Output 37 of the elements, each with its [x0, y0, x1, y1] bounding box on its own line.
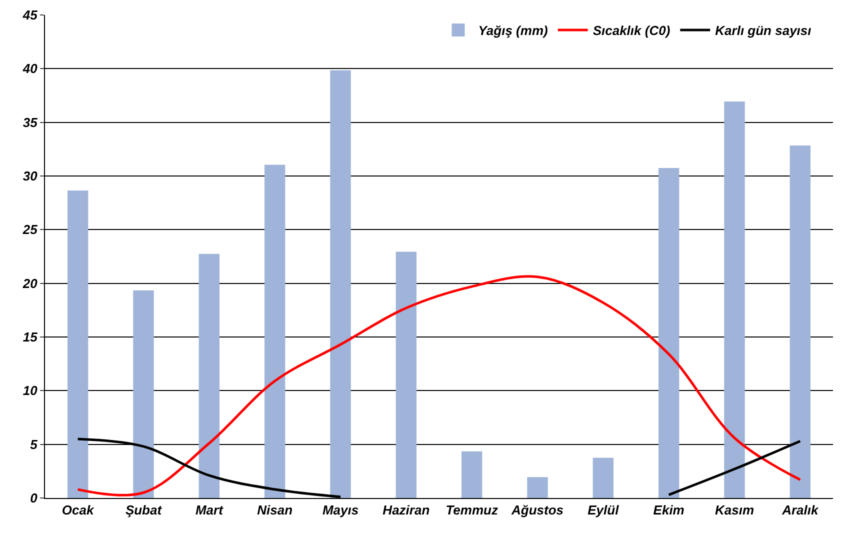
x-tick-label: Ekim — [653, 502, 685, 518]
x-tick-label: Ocak — [62, 502, 94, 518]
y-tick-label: 15 — [22, 330, 38, 345]
bar — [396, 252, 417, 498]
bar — [724, 101, 745, 498]
x-tick-label: Haziran — [382, 502, 430, 518]
y-tick-label: 10 — [22, 383, 38, 398]
y-tick-label: 25 — [22, 222, 38, 238]
y-tick-label: 0 — [30, 490, 38, 506]
y-tick-label: 30 — [22, 168, 38, 184]
x-tick-label: Ağustos — [510, 502, 564, 518]
bar — [592, 458, 614, 498]
y-tick-label: 40 — [22, 61, 38, 76]
bar — [658, 168, 680, 498]
bar — [264, 164, 286, 498]
bar — [461, 451, 482, 498]
x-tick-label: Nisan — [257, 502, 293, 518]
bar — [133, 290, 154, 498]
x-tick-label: Eylül — [588, 502, 620, 518]
bar — [330, 70, 351, 498]
bar — [198, 254, 220, 498]
bar — [527, 477, 548, 498]
x-tick-label: Mart — [195, 502, 224, 518]
x-tick-label: Şubat — [125, 502, 162, 518]
x-tick-label: Mayıs — [322, 502, 359, 518]
x-tick-label: Kasım — [714, 502, 754, 518]
y-tick-label: 35 — [22, 114, 38, 130]
bar — [67, 190, 88, 498]
legend-label: Yağış (mm) — [478, 23, 548, 38]
y-tick-label: 45 — [22, 8, 38, 23]
bar — [790, 145, 811, 498]
y-tick-label: 20 — [22, 276, 38, 291]
x-tick-label: Aralık — [781, 502, 819, 518]
legend-label: Sıcaklık (C0) — [592, 23, 670, 38]
y-tick-label: 5 — [30, 436, 38, 452]
legend-label: Karlı gün sayısı — [715, 23, 812, 38]
x-tick-label: Temmuz — [446, 502, 498, 518]
